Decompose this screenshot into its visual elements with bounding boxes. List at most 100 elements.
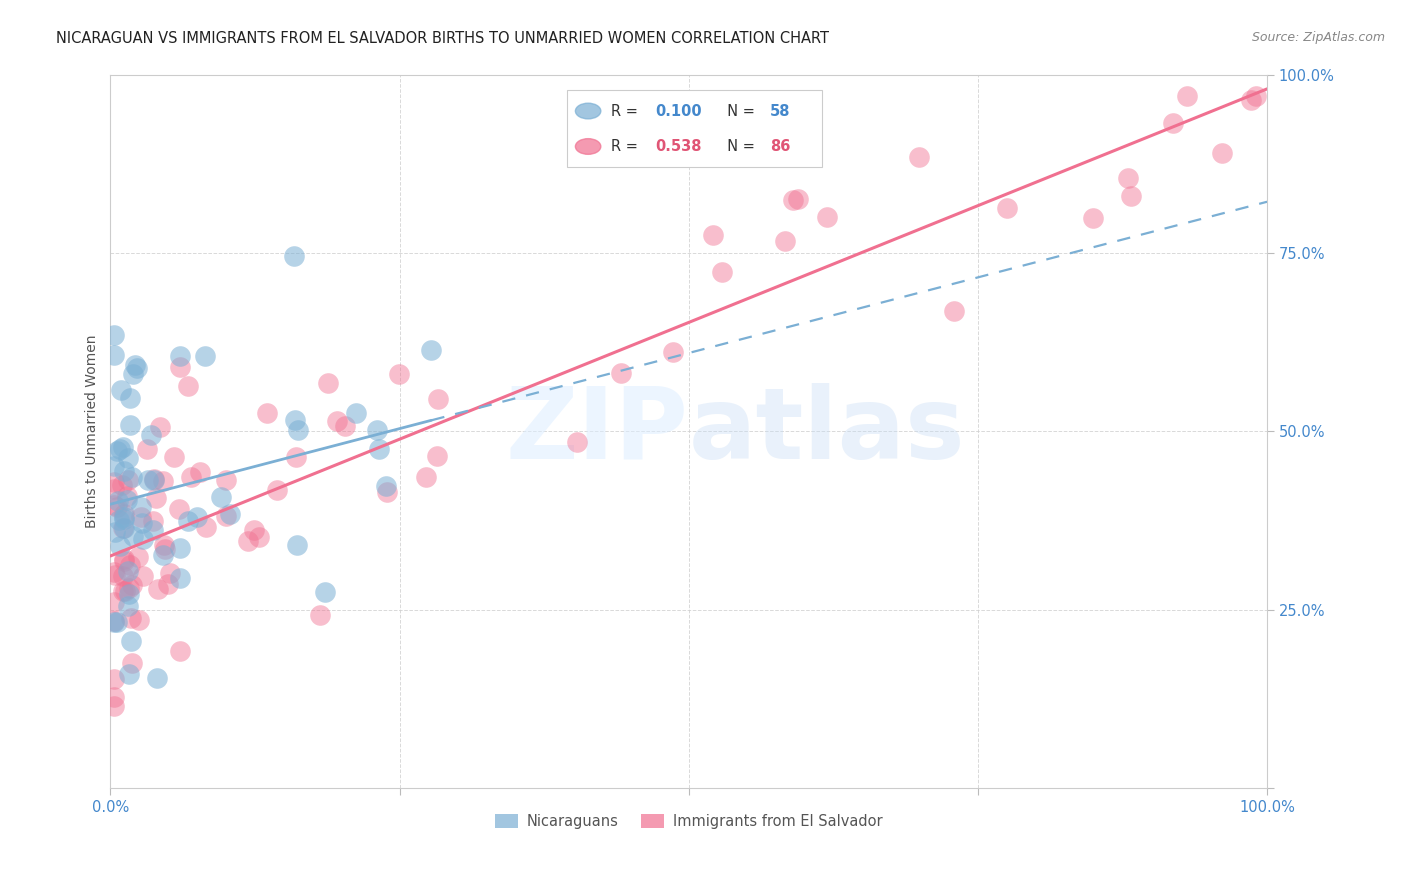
Text: 58: 58: [769, 103, 790, 119]
Point: [247, 529, 270, 543]
Point: [136, 442, 159, 457]
Point: [1240, 93, 1263, 107]
Point: [120, 611, 142, 625]
Point: [177, 379, 200, 393]
Point: [285, 538, 308, 552]
Text: Source: ZipAtlas.com: Source: ZipAtlas.com: [1251, 31, 1385, 45]
Point: [426, 449, 449, 463]
Point: [105, 615, 128, 630]
Point: [128, 613, 150, 627]
Point: [112, 521, 135, 535]
Point: [169, 644, 191, 658]
Point: [238, 534, 260, 549]
Point: [152, 548, 174, 562]
Point: [108, 442, 131, 456]
Point: [120, 558, 142, 572]
Point: [117, 599, 139, 614]
Point: [159, 566, 181, 581]
Point: [117, 473, 139, 487]
Point: [219, 507, 242, 521]
Point: [112, 507, 135, 521]
Point: [177, 514, 200, 528]
Point: [107, 494, 129, 508]
Point: [132, 532, 155, 546]
Point: [287, 423, 309, 437]
Point: [112, 464, 135, 478]
Point: [661, 344, 683, 359]
Point: [143, 473, 166, 487]
Point: [344, 407, 367, 421]
Point: [314, 584, 336, 599]
Point: [266, 483, 288, 497]
Point: [167, 501, 190, 516]
Point: [815, 210, 838, 224]
Point: [711, 265, 734, 279]
Point: [169, 571, 191, 585]
Point: [284, 413, 307, 427]
Point: [117, 581, 139, 595]
Point: [309, 607, 332, 622]
Point: [124, 358, 146, 372]
Point: [415, 470, 437, 484]
Text: 0.538: 0.538: [655, 139, 702, 154]
Point: [169, 349, 191, 363]
Point: [153, 538, 176, 552]
Point: [125, 360, 148, 375]
Point: [169, 541, 191, 556]
Point: [609, 367, 631, 381]
Point: [316, 376, 339, 391]
Point: [121, 577, 143, 591]
Point: [1244, 89, 1267, 103]
Text: R =: R =: [612, 139, 643, 154]
Text: ZIP: ZIP: [506, 383, 689, 480]
Point: [1119, 189, 1142, 203]
Point: [377, 485, 399, 500]
Point: [420, 343, 443, 357]
Point: [132, 568, 155, 582]
Text: R =: R =: [612, 103, 643, 119]
Text: N =: N =: [717, 103, 759, 119]
Point: [157, 576, 180, 591]
Point: [103, 328, 125, 343]
Legend: Nicaraguans, Immigrants from El Salvador: Nicaraguans, Immigrants from El Salvador: [489, 808, 889, 834]
Point: [142, 472, 165, 486]
Point: [103, 498, 125, 512]
Point: [112, 554, 135, 568]
Point: [115, 492, 138, 507]
Point: [1118, 170, 1140, 185]
Point: [103, 614, 125, 628]
Point: [787, 192, 810, 206]
Point: [108, 513, 131, 527]
Point: [142, 514, 165, 528]
Text: atlas: atlas: [689, 383, 966, 480]
Text: 86: 86: [769, 139, 790, 154]
Point: [152, 474, 174, 488]
Point: [388, 368, 411, 382]
Point: [110, 384, 132, 398]
Point: [169, 360, 191, 375]
Point: [326, 414, 349, 428]
Point: [195, 520, 218, 534]
Point: [368, 442, 391, 456]
Point: [103, 690, 125, 704]
FancyBboxPatch shape: [567, 90, 821, 168]
Point: [1175, 89, 1198, 103]
Point: [121, 656, 143, 670]
Point: [111, 478, 134, 492]
Circle shape: [575, 138, 600, 154]
Point: [111, 584, 134, 599]
Point: [1161, 116, 1184, 130]
Point: [131, 500, 153, 514]
Point: [105, 444, 128, 458]
Point: [243, 523, 266, 537]
Point: [122, 367, 145, 381]
Y-axis label: Births to Unmarried Women: Births to Unmarried Women: [86, 334, 100, 528]
Point: [773, 234, 796, 248]
Text: 0.100: 0.100: [655, 103, 702, 119]
Point: [565, 434, 588, 449]
Point: [114, 583, 136, 598]
Point: [117, 564, 139, 578]
Point: [121, 470, 143, 484]
Point: [209, 490, 232, 504]
Point: [163, 450, 186, 464]
